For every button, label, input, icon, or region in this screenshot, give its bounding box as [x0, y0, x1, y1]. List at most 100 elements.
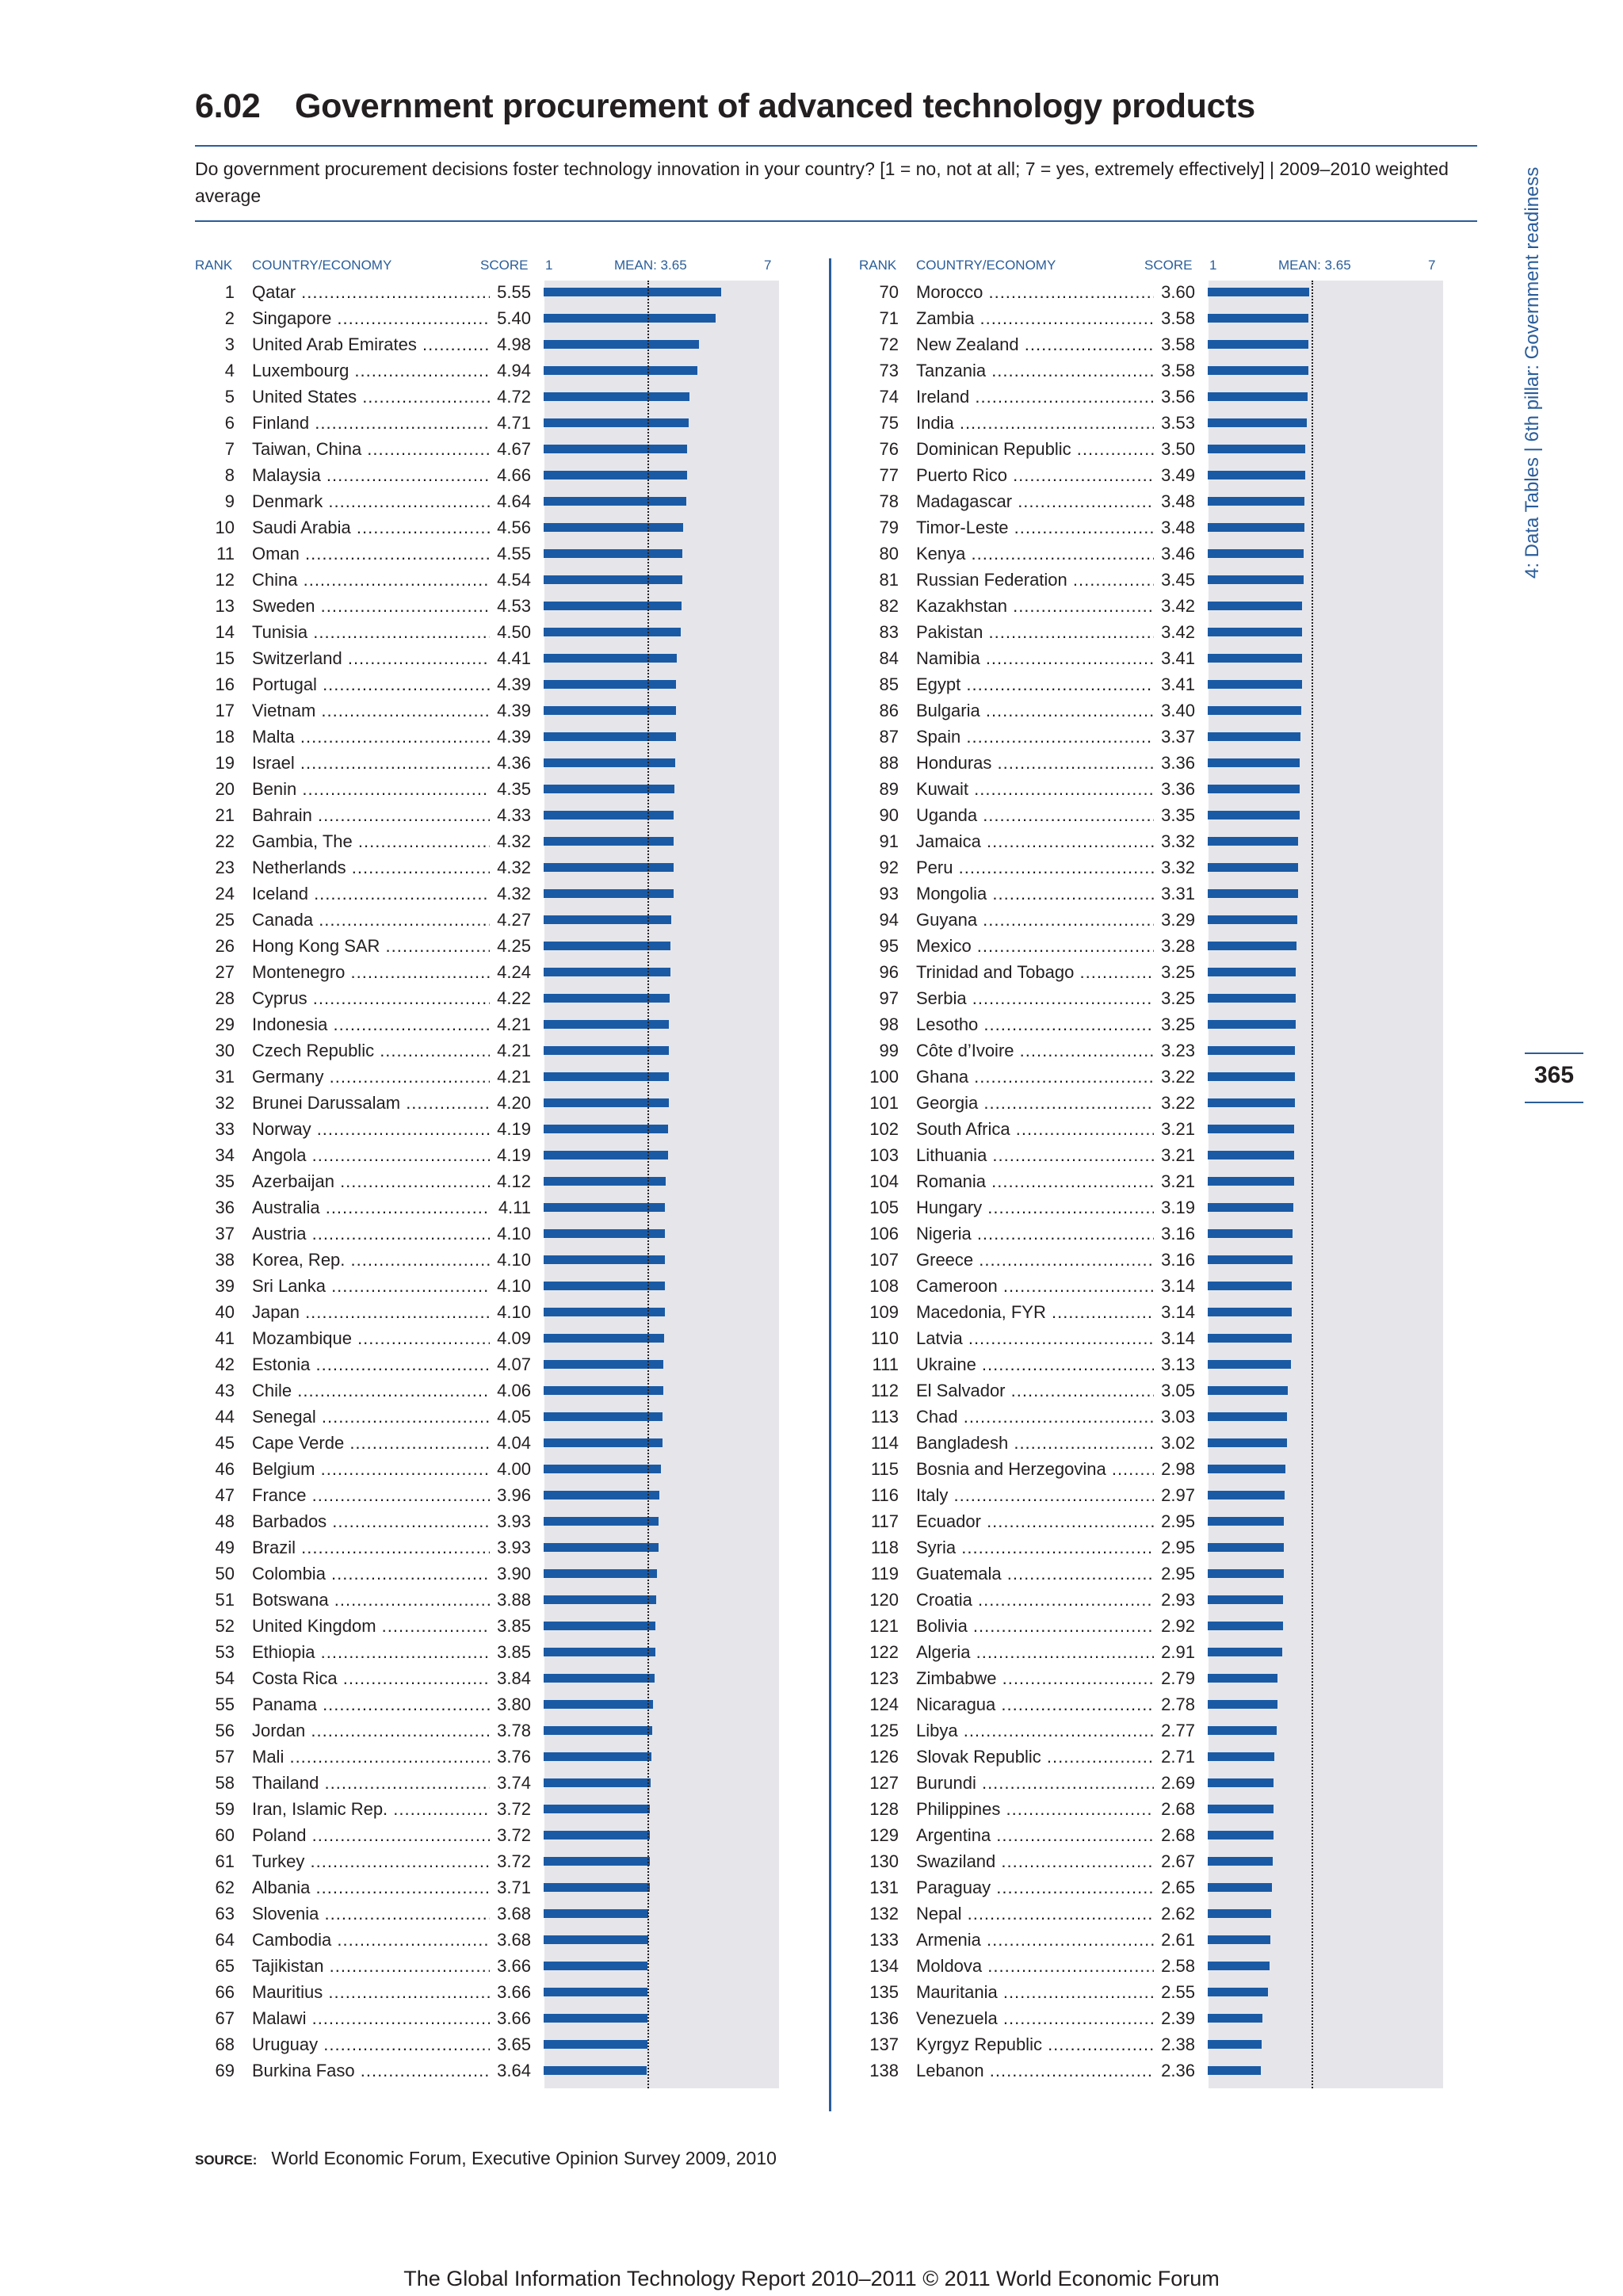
score-bar [1208, 2066, 1262, 2075]
score-bar [544, 811, 674, 819]
table-row: 136 Venezuela2.39 [859, 2005, 1200, 2031]
score-bar [544, 1125, 669, 1133]
country-label: Mongolia [916, 881, 1154, 907]
score-label: 3.02 [1154, 1430, 1195, 1456]
table-row: 51 Botswana3.88 [195, 1587, 536, 1613]
score-bar [544, 1255, 665, 1264]
score-label: 3.16 [1154, 1247, 1195, 1273]
rank-label: 54 [215, 1668, 235, 1688]
rank-label: 20 [215, 779, 235, 799]
table-row: 92 Peru3.32 [859, 854, 1200, 881]
rank-label: 5 [224, 387, 235, 407]
score-bar [1208, 942, 1297, 950]
score-label: 3.32 [1154, 854, 1195, 881]
score-label: 3.21 [1154, 1168, 1195, 1194]
rank-label: 134 [869, 1956, 899, 1976]
table-row: 27 Montenegro4.24 [195, 959, 536, 985]
country-label: Thailand [252, 1770, 490, 1796]
country-label: Uganda [916, 802, 1154, 828]
score-bar [1208, 1831, 1274, 1839]
score-bar [1208, 889, 1298, 898]
table-row: 110 Latvia3.14 [859, 1325, 1200, 1351]
country-label: Gambia, The [252, 828, 490, 854]
table-row: 130 Swaziland2.67 [859, 1848, 1200, 1874]
table-row: 123 Zimbabwe2.79 [859, 1665, 1200, 1691]
rank-label: 62 [215, 1878, 235, 1897]
score-bar [1208, 575, 1304, 584]
rank-label: 127 [869, 1773, 899, 1793]
rank-label: 76 [879, 439, 899, 459]
country-label: South Africa [916, 1116, 1154, 1142]
country-label: Lithuania [916, 1142, 1154, 1168]
score-label: 3.31 [1154, 881, 1195, 907]
table-row: 78 Madagascar3.48 [859, 488, 1200, 514]
rank-label: 102 [869, 1119, 899, 1139]
score-label: 2.91 [1154, 1639, 1195, 1665]
score-bar [1208, 445, 1306, 453]
score-bar [544, 1962, 648, 1970]
country-label: Netherlands [252, 854, 490, 881]
rank-label: 115 [870, 1459, 899, 1479]
rank-label: 104 [869, 1171, 899, 1191]
rank-label: 135 [869, 1982, 899, 2002]
country-label: Syria [916, 1534, 1154, 1561]
rank-label: 72 [879, 334, 899, 354]
score-label: 3.56 [1154, 384, 1195, 410]
rank-label: 70 [879, 282, 899, 302]
country-label: Libya [916, 1717, 1154, 1744]
country-label: Slovak Republic [916, 1744, 1154, 1770]
country-label: Peru [916, 854, 1154, 881]
score-label: 2.97 [1154, 1482, 1195, 1508]
country-label: Switzerland [252, 645, 490, 671]
country-label: Nicaragua [916, 1691, 1154, 1717]
table-row: 73 Tanzania3.58 [859, 357, 1200, 384]
country-label: Zimbabwe [916, 1665, 1154, 1691]
country-label: Finland [252, 410, 490, 436]
score-label: 4.39 [490, 724, 531, 750]
score-bar [544, 1988, 648, 1996]
table-row: 13 Sweden4.53 [195, 593, 536, 619]
rank-label: 108 [869, 1276, 899, 1296]
table-row: 48 Barbados3.93 [195, 1508, 536, 1534]
score-bar [544, 1778, 651, 1787]
table-row: 134 Moldova2.58 [859, 1953, 1200, 1979]
score-label: 3.72 [490, 1848, 531, 1874]
score-label: 2.98 [1154, 1456, 1195, 1482]
score-label: 2.71 [1154, 1744, 1195, 1770]
rank-label: 117 [870, 1511, 899, 1531]
rank-label: 106 [869, 1224, 899, 1244]
score-label: 3.40 [1154, 697, 1195, 724]
country-label: Spain [916, 724, 1154, 750]
rank-label: 6 [224, 413, 235, 433]
score-label: 3.46 [1154, 541, 1195, 567]
table-row: 12 China4.54 [195, 567, 536, 593]
score-bar [544, 2066, 647, 2075]
table-row: 29 Indonesia4.21 [195, 1011, 536, 1037]
country-label: Puerto Rico [916, 462, 1154, 488]
table-row: 135 Mauritania2.55 [859, 1979, 1200, 2005]
rank-label: 82 [879, 596, 899, 616]
score-bar [544, 2040, 647, 2049]
score-bar [1208, 1752, 1275, 1761]
score-label: 3.68 [490, 1901, 531, 1927]
score-bar [1208, 1491, 1285, 1499]
score-bar [1208, 1360, 1292, 1369]
rank-label: 10 [215, 518, 235, 537]
score-label: 3.65 [490, 2031, 531, 2057]
score-label: 4.35 [490, 776, 531, 802]
rank-label: 38 [215, 1250, 235, 1270]
score-bar [1208, 994, 1296, 1003]
table-row: 74 Ireland3.56 [859, 384, 1200, 410]
country-label: Luxembourg [252, 357, 490, 384]
rank-label: 124 [869, 1694, 899, 1714]
table-row: 96 Trinidad and Tobago3.25 [859, 959, 1200, 985]
score-bar [544, 1151, 669, 1159]
rank-label: 97 [879, 988, 899, 1008]
score-bar [544, 2014, 648, 2023]
rank-label: 136 [869, 2008, 899, 2028]
rank-label: 13 [215, 596, 235, 616]
score-bar [544, 1098, 669, 1107]
score-bar [1208, 1674, 1278, 1683]
header-score-right: SCORE [1144, 258, 1193, 273]
score-bar [544, 1282, 665, 1290]
